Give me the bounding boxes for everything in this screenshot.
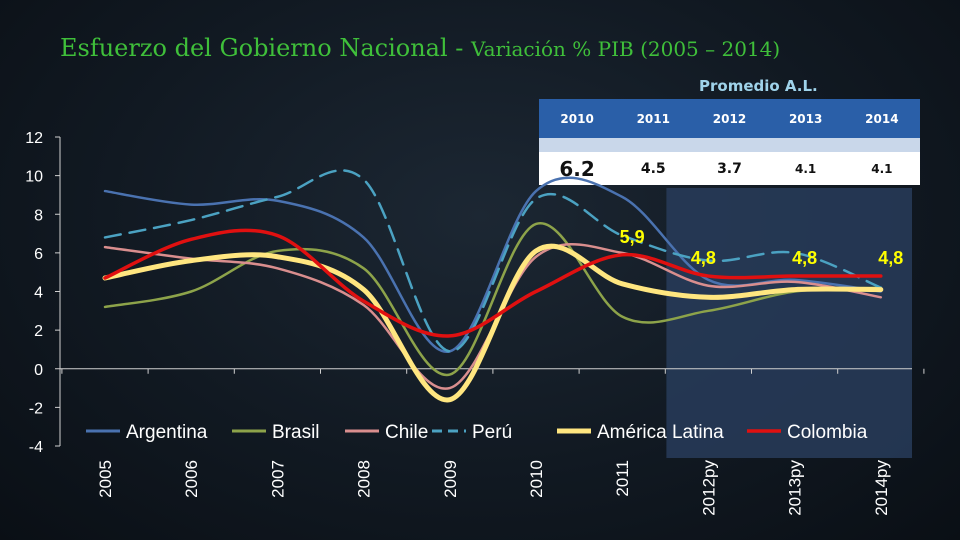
- legend-label-argentina: Argentina: [126, 422, 208, 443]
- average-table-header: 2014: [843, 99, 920, 146]
- y-tick-label: 6: [34, 246, 43, 263]
- y-tick-label: 2: [34, 323, 43, 340]
- average-table-header-row: 2010 2011 2012 2013 2014: [539, 99, 920, 146]
- x-tick-label: 2008: [355, 460, 374, 498]
- average-table-header: 2013: [767, 99, 844, 146]
- x-tick-label: 2014py: [872, 460, 891, 516]
- average-table-value: 4.1: [843, 138, 920, 185]
- title-main: Esfuerzo del Gobierno Nacional -: [60, 34, 471, 62]
- title-subtitle: Variación % PIB (2005 – 2014): [471, 37, 781, 61]
- projection-band: [666, 188, 912, 458]
- slide-title: Esfuerzo del Gobierno Nacional - Variaci…: [60, 34, 780, 62]
- x-tick-label: 2006: [182, 460, 201, 498]
- legend-label-america-latina: América Latina: [597, 422, 724, 443]
- y-tick-label: 8: [34, 207, 43, 224]
- x-tick-label: 2005: [96, 460, 115, 498]
- data-label-colombia: 4,8: [878, 248, 903, 268]
- x-tick-label: 2009: [441, 460, 460, 498]
- x-tick-label: 2013py: [786, 460, 805, 516]
- series-line-america-latina: [102, 243, 884, 403]
- average-table-label: Promedio A.L.: [699, 77, 818, 95]
- series-line-colombia: [103, 228, 883, 338]
- average-table-header: 2011: [615, 99, 692, 146]
- average-table-header: 2012: [691, 99, 768, 146]
- average-table-header: 2010: [539, 99, 616, 146]
- series-line-brasil: [103, 222, 883, 376]
- average-table: 2010 2011 2012 2013 2014 6.2 4.5 3.7 4.1…: [539, 99, 920, 185]
- legend-label-colombia: Colombia: [787, 422, 868, 443]
- y-tick-label: 4: [34, 285, 43, 302]
- x-tick-label: 2012py: [699, 460, 718, 516]
- data-label-colombia: 4,8: [792, 248, 817, 268]
- average-table-value: 3.7: [691, 138, 768, 185]
- y-tick-label: 0: [34, 362, 43, 379]
- y-tick-label: -4: [29, 439, 43, 456]
- average-table-value-row: 6.2 4.5 3.7 4.1 4.1: [539, 138, 920, 185]
- y-tick-label: -2: [29, 400, 43, 417]
- x-tick-label: 2010: [527, 460, 546, 498]
- x-tick-label: 2007: [268, 460, 287, 498]
- series-line-peru: [103, 169, 883, 353]
- x-tick-label: 2011: [613, 460, 632, 497]
- average-table-value: 4.5: [615, 138, 692, 185]
- legend-label-peru: Perú: [472, 422, 512, 443]
- data-label-colombia: 4,8: [691, 248, 716, 268]
- legend-label-chile: Chile: [385, 422, 428, 443]
- y-tick-label: 12: [25, 130, 43, 147]
- data-label-colombia: 5,9: [620, 227, 645, 247]
- legend-label-brasil: Brasil: [272, 422, 320, 443]
- average-table-value: 4.1: [767, 138, 844, 185]
- y-tick-label: 10: [25, 169, 43, 186]
